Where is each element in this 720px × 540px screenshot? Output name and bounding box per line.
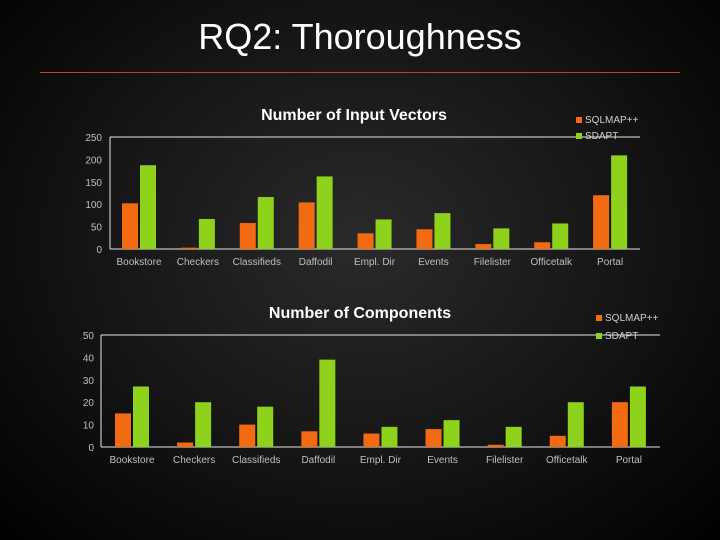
bar-sqlmap	[357, 233, 374, 249]
y-tick-label: 0	[96, 245, 102, 256]
category-label: Events	[418, 257, 449, 268]
category-label: Classifieds	[232, 455, 280, 466]
category-label: Daffodil	[299, 257, 333, 268]
bar-sqlmap	[363, 433, 380, 447]
chart-title: Number of Components	[269, 305, 451, 322]
bar-sqlmap	[549, 435, 566, 447]
legend-label: SDAPT	[605, 331, 638, 342]
input-vectors-chart: Number of Input Vectors 0 50 100 150 200 250 Bo…	[85, 107, 640, 268]
bar-sqlmap	[475, 244, 492, 249]
y-tick-label: 30	[83, 376, 95, 387]
slide-title: RQ2: Thoroughness	[198, 16, 522, 57]
bar-sqlmap	[177, 442, 194, 447]
y-tick-label: 250	[85, 133, 102, 144]
bar-sqlmap	[611, 402, 628, 447]
legend-swatch	[576, 133, 582, 139]
category-label: Officetalk	[530, 257, 572, 268]
category-label: Portal	[597, 257, 623, 268]
bar-sdapt	[629, 386, 646, 447]
legend-label: SDAPT	[585, 131, 618, 142]
bar-sdapt	[567, 402, 584, 447]
bar-sdapt	[198, 218, 215, 249]
title-divider	[40, 72, 680, 73]
chart-title: Number of Input Vectors	[261, 107, 447, 124]
bar-sqlmap	[416, 229, 433, 249]
category-label: Events	[427, 455, 458, 466]
category-label: Classifieds	[233, 257, 281, 268]
category-label: Daffodil	[301, 455, 335, 466]
category-label: Filelister	[474, 257, 512, 268]
bar-sqlmap	[122, 203, 138, 249]
category-label: Checkers	[173, 455, 215, 466]
bar-sqlmap	[239, 424, 256, 447]
category-label: Filelister	[486, 455, 524, 466]
bar-sdapt	[319, 359, 336, 447]
bar-sdapt	[611, 155, 628, 249]
bar-sdapt	[316, 176, 333, 249]
bar-sqlmap	[301, 431, 318, 447]
bar-sdapt	[133, 386, 149, 447]
bar-sdapt	[552, 223, 569, 249]
bar-sdapt	[493, 228, 510, 249]
y-tick-label: 20	[83, 398, 95, 409]
category-label: Empl. Dir	[354, 257, 396, 268]
bar-sqlmap	[115, 413, 131, 447]
bar-sqlmap	[180, 247, 197, 249]
bar-sdapt	[195, 402, 212, 447]
legend-swatch	[596, 315, 602, 321]
bar-sqlmap	[593, 195, 610, 249]
bar-sdapt	[505, 426, 522, 447]
category-label: Checkers	[177, 257, 219, 268]
y-tick-label: 100	[85, 200, 102, 211]
bar-sdapt	[381, 426, 398, 447]
y-tick-label: 150	[85, 178, 102, 189]
category-label: Bookstore	[109, 455, 154, 466]
y-tick-label: 200	[85, 155, 102, 166]
category-label: Empl. Dir	[360, 455, 402, 466]
category-label: Officetalk	[546, 455, 588, 466]
y-tick-label: 10	[83, 421, 95, 432]
y-tick-label: 40	[83, 353, 95, 364]
y-tick-label: 0	[88, 443, 94, 454]
y-tick-label: 50	[91, 223, 103, 234]
bar-sqlmap	[298, 202, 315, 249]
legend-label: SQLMAP++	[605, 313, 659, 324]
legend-swatch	[596, 333, 602, 339]
bar-sdapt	[257, 406, 274, 447]
bar-sdapt	[375, 219, 392, 249]
bar-sqlmap	[239, 223, 256, 249]
bar-sdapt	[140, 165, 156, 249]
bar-sqlmap	[534, 242, 551, 249]
bar-sdapt	[443, 420, 460, 447]
legend-label: SQLMAP++	[585, 115, 639, 126]
category-label: Portal	[616, 455, 642, 466]
bar-sdapt	[257, 197, 274, 249]
category-label: Bookstore	[116, 257, 161, 268]
bar-sqlmap	[425, 429, 442, 447]
bar-sdapt	[434, 213, 451, 249]
bar-sqlmap	[487, 444, 504, 447]
y-tick-label: 50	[83, 331, 95, 342]
components-chart: Number of Components 0 10 20 30 40 50 Bookstore…	[83, 305, 660, 466]
legend-swatch	[576, 117, 582, 123]
